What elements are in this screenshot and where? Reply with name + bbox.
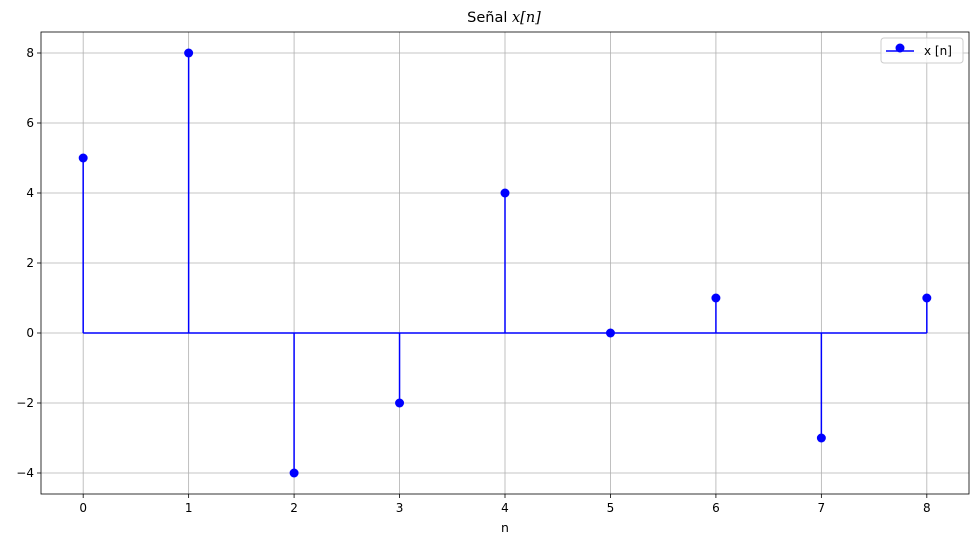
x-axis-label: n — [501, 520, 509, 535]
y-tick-label: 2 — [26, 256, 34, 270]
x-tick-label: 6 — [712, 501, 720, 515]
x-tick-label: 3 — [396, 501, 404, 515]
y-tick-label: 0 — [26, 326, 34, 340]
stem-marker — [78, 153, 88, 163]
y-tick-label: 6 — [26, 116, 34, 130]
stem-marker — [289, 468, 299, 478]
x-tick-label: 5 — [607, 501, 615, 515]
stem-marker — [711, 293, 721, 303]
stem-marker — [395, 398, 405, 408]
chart-title: Señal x[n] — [467, 10, 541, 26]
x-tick-label: 7 — [818, 501, 826, 515]
x-tick-label: 2 — [290, 501, 298, 515]
x-tick-label: 4 — [501, 501, 509, 515]
x-axis-ticks: 0 1 2 3 4 5 6 7 8 — [79, 494, 931, 515]
y-tick-label: −4 — [16, 466, 34, 480]
y-tick-label: 8 — [26, 46, 34, 60]
y-tick-label: −2 — [16, 396, 34, 410]
stem-marker — [184, 48, 194, 58]
x-tick-label: 0 — [79, 501, 87, 515]
legend-dot-marker — [895, 43, 905, 53]
chart-title-prefix: Señal — [467, 10, 512, 26]
series-x-n — [78, 48, 932, 478]
x-tick-label: 1 — [185, 501, 193, 515]
stem-marker — [500, 188, 510, 198]
y-tick-label: 4 — [26, 186, 34, 200]
stem-marker — [816, 433, 826, 443]
stem-marker — [922, 293, 932, 303]
stem-marker — [605, 328, 615, 338]
y-axis-ticks: −4 −2 0 2 4 6 8 — [16, 46, 41, 480]
legend: x [n] — [880, 37, 964, 64]
legend-label: x [n] — [924, 44, 952, 58]
chart-title-math: x[n] — [512, 10, 541, 26]
x-tick-label: 8 — [923, 501, 931, 515]
